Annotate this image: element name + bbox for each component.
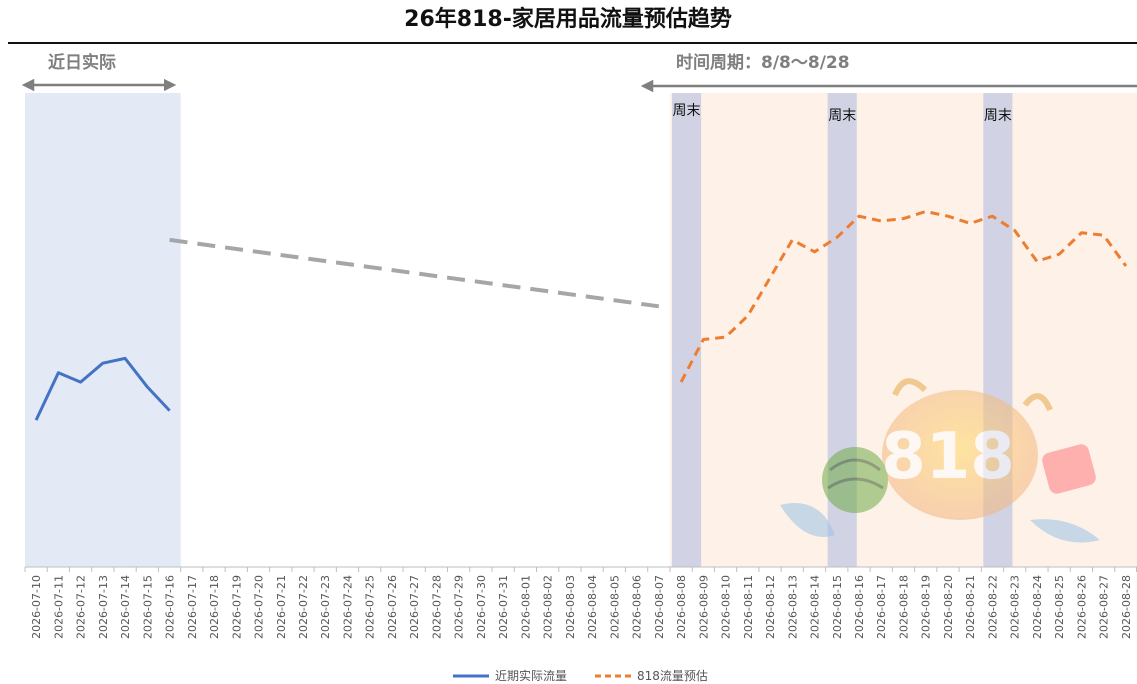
x-tick-label-17: 2026-07-27 xyxy=(408,575,421,639)
x-tick-label-28: 2026-08-07 xyxy=(653,575,666,639)
x-tick-label-2: 2026-07-12 xyxy=(75,575,88,639)
x-tick-label-44: 2026-08-23 xyxy=(1009,575,1022,639)
x-tick-label-8: 2026-07-18 xyxy=(208,575,221,639)
mascot-818-decoration: 818 xyxy=(780,378,1100,543)
x-tick-label-10: 2026-07-20 xyxy=(253,575,266,639)
x-tick-label-15: 2026-07-25 xyxy=(364,575,377,639)
series-line-2 xyxy=(679,210,1128,383)
x-tick-label-46: 2026-08-25 xyxy=(1053,575,1066,639)
x-tick-label-38: 2026-08-17 xyxy=(875,575,888,639)
chart-title: 26年818-家居用品流量预估趋势 xyxy=(404,6,732,32)
series-line-1 xyxy=(169,237,660,309)
weekend-label-0: 周末 xyxy=(673,103,701,119)
region-band-0 xyxy=(25,93,181,567)
x-tick-label-36: 2026-08-15 xyxy=(831,575,844,639)
x-tick-label-12: 2026-07-22 xyxy=(297,575,310,639)
x-tick-label-43: 2026-08-22 xyxy=(986,575,999,639)
x-tick-label-32: 2026-08-11 xyxy=(742,575,755,639)
x-tick-label-35: 2026-08-14 xyxy=(809,575,822,639)
weekend-label-1: 周末 xyxy=(828,108,856,124)
x-tick-label-16: 2026-07-26 xyxy=(386,575,399,639)
x-tick-label-25: 2026-08-04 xyxy=(586,575,599,639)
x-tick-label-19: 2026-07-29 xyxy=(453,575,466,639)
legend-label-forecast: 818流量预估 xyxy=(637,669,708,683)
x-tick-label-30: 2026-08-09 xyxy=(697,575,710,639)
x-tick-label-5: 2026-07-15 xyxy=(141,575,154,639)
x-tick-label-7: 2026-07-17 xyxy=(186,575,199,639)
x-tick-label-23: 2026-08-02 xyxy=(542,575,555,639)
x-tick-label-27: 2026-08-06 xyxy=(631,575,644,639)
x-tick-label-9: 2026-07-19 xyxy=(230,575,243,639)
mascot-818-text: 818 xyxy=(881,420,1015,494)
x-tick-label-40: 2026-08-19 xyxy=(920,575,933,639)
x-tick-label-33: 2026-08-12 xyxy=(764,575,777,639)
x-tick-label-6: 2026-07-16 xyxy=(164,575,177,639)
weekend-label-2: 周末 xyxy=(984,108,1012,124)
x-tick-label-26: 2026-08-05 xyxy=(608,575,621,639)
x-tick-label-34: 2026-08-13 xyxy=(786,575,799,639)
series-line-0 xyxy=(34,356,171,421)
legend-label-actual: 近期实际流量 xyxy=(495,668,567,683)
x-tick-label-47: 2026-08-26 xyxy=(1075,575,1088,639)
x-tick-label-45: 2026-08-24 xyxy=(1031,575,1044,639)
region-label-period: 时间周期：8/8～8/28 xyxy=(676,52,850,73)
x-tick-label-37: 2026-08-16 xyxy=(853,575,866,639)
x-tick-label-41: 2026-08-20 xyxy=(942,575,955,639)
x-tick-label-42: 2026-08-21 xyxy=(964,575,977,639)
x-tick-label-24: 2026-08-03 xyxy=(564,575,577,639)
legend: 近期实际流量 818流量预估 xyxy=(453,668,708,683)
x-tick-label-22: 2026-08-01 xyxy=(519,575,532,639)
x-tick-label-3: 2026-07-13 xyxy=(97,575,110,639)
x-tick-label-21: 2026-07-31 xyxy=(497,575,510,639)
x-tick-label-31: 2026-08-10 xyxy=(720,575,733,639)
x-tick-label-18: 2026-07-28 xyxy=(430,575,443,639)
x-tick-label-20: 2026-07-30 xyxy=(475,575,488,639)
x-tick-label-0: 2026-07-10 xyxy=(30,575,43,639)
x-tick-label-4: 2026-07-14 xyxy=(119,575,132,639)
x-tick-label-49: 2026-08-28 xyxy=(1120,575,1133,639)
weekend-band-0 xyxy=(671,93,702,567)
x-tick-label-1: 2026-07-11 xyxy=(52,575,65,639)
x-tick-label-29: 2026-08-08 xyxy=(675,575,688,639)
x-tick-label-39: 2026-08-18 xyxy=(897,575,910,639)
x-tick-label-13: 2026-07-23 xyxy=(319,575,332,639)
region-label-recent: 近日实际 xyxy=(48,52,116,73)
x-tick-label-11: 2026-07-21 xyxy=(275,575,288,639)
x-tick-label-14: 2026-07-24 xyxy=(341,575,354,639)
x-tick-label-48: 2026-08-27 xyxy=(1098,575,1111,639)
